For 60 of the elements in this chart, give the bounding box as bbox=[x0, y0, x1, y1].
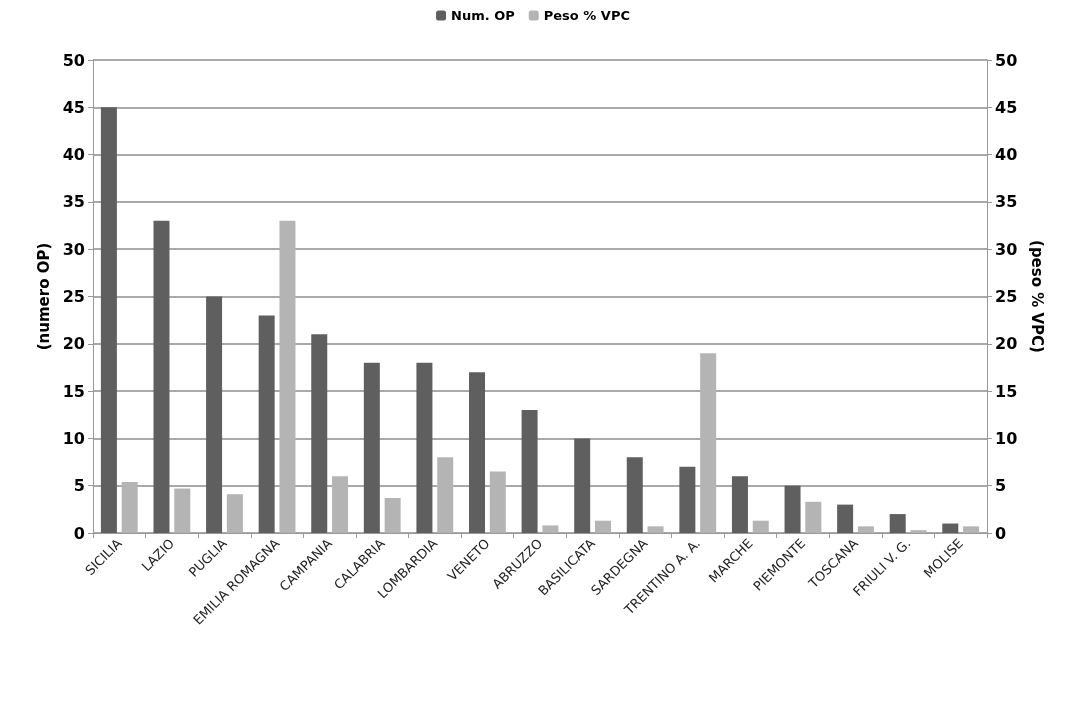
y2-tick-label: 50 bbox=[995, 50, 1018, 70]
y-tick-label: 5 bbox=[73, 476, 85, 496]
bar bbox=[226, 494, 243, 533]
y2-axis-title: (peso % VPC) bbox=[1027, 240, 1046, 353]
bar bbox=[963, 526, 980, 533]
y-tick-label: 45 bbox=[62, 97, 85, 117]
y2-tick-label: 35 bbox=[995, 192, 1018, 212]
bar bbox=[594, 520, 611, 533]
bar bbox=[469, 372, 486, 533]
bar bbox=[626, 457, 643, 533]
bar bbox=[542, 525, 559, 533]
bar bbox=[752, 520, 769, 533]
y-tick-label: 15 bbox=[62, 381, 85, 401]
bar bbox=[784, 485, 801, 533]
y2-tick-label: 0 bbox=[995, 523, 1007, 543]
bar bbox=[910, 530, 927, 533]
y2-tick-label: 40 bbox=[995, 145, 1018, 165]
y-tick-label: 0 bbox=[73, 523, 85, 543]
bar bbox=[332, 476, 349, 533]
bar bbox=[574, 438, 591, 533]
bar bbox=[805, 501, 822, 533]
bar bbox=[384, 498, 401, 533]
y2-tick-label: 30 bbox=[995, 239, 1018, 259]
y-tick-label: 50 bbox=[62, 50, 85, 70]
bar bbox=[153, 220, 170, 533]
y-tick-label: 25 bbox=[62, 287, 85, 306]
bar bbox=[100, 107, 117, 533]
y-tick-label: 35 bbox=[62, 192, 85, 212]
bar bbox=[489, 471, 506, 533]
bar bbox=[206, 296, 223, 533]
bar bbox=[889, 514, 906, 533]
bar bbox=[174, 488, 191, 533]
bar bbox=[121, 481, 138, 533]
y2-tick-label: 20 bbox=[995, 334, 1018, 354]
y-axis-title: (numero OP) bbox=[34, 242, 53, 351]
bar bbox=[279, 220, 296, 533]
bar bbox=[416, 362, 433, 533]
legend-label: Peso % VPC bbox=[543, 8, 630, 23]
bar bbox=[857, 526, 874, 533]
bar bbox=[311, 334, 328, 533]
y2-tick-label: 25 bbox=[995, 287, 1018, 306]
bar bbox=[942, 523, 959, 533]
y-tick-label: 20 bbox=[62, 334, 85, 354]
y-tick-label: 30 bbox=[62, 239, 85, 259]
bar bbox=[731, 476, 748, 533]
y-tick-label: 40 bbox=[62, 145, 85, 165]
y-tick-label: 10 bbox=[62, 428, 85, 448]
bar bbox=[521, 410, 538, 533]
bar bbox=[679, 466, 696, 533]
y2-tick-label: 10 bbox=[995, 428, 1018, 448]
bar bbox=[437, 457, 454, 533]
y2-tick-label: 15 bbox=[995, 381, 1018, 401]
bar bbox=[837, 504, 854, 533]
y2-tick-label: 5 bbox=[995, 476, 1007, 496]
bar bbox=[258, 315, 275, 533]
bar bbox=[647, 526, 664, 533]
bar bbox=[363, 362, 380, 533]
y2-tick-label: 45 bbox=[995, 97, 1018, 117]
legend-label: Num. OP bbox=[451, 8, 515, 23]
bar bbox=[700, 353, 717, 533]
